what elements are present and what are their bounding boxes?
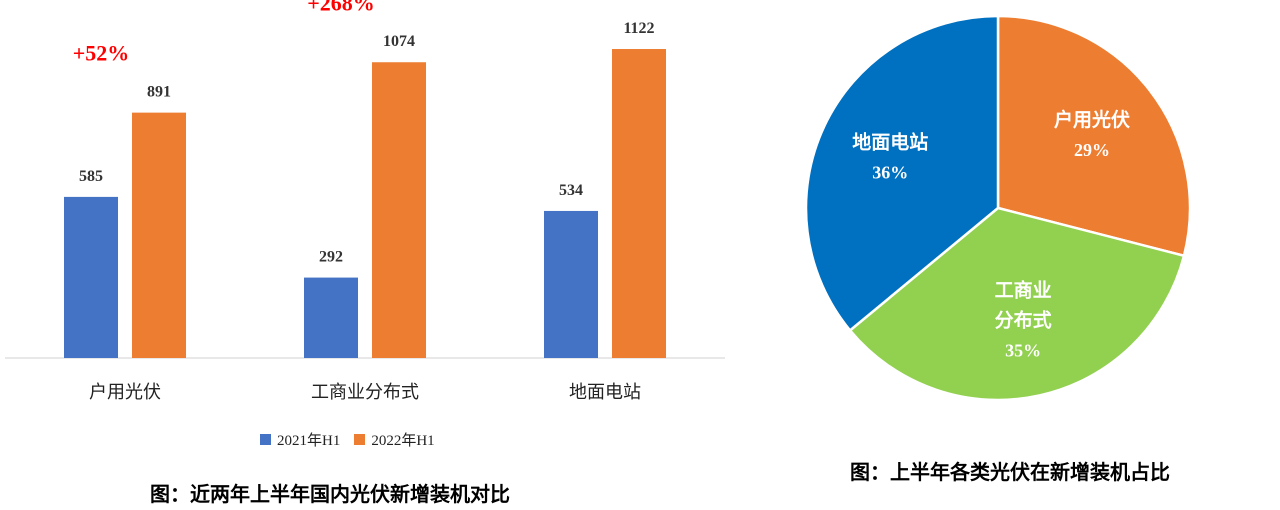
pie-slice-pct: 35%	[1005, 340, 1041, 360]
legend-swatch-2022	[354, 434, 366, 445]
bar-2021-0	[64, 196, 118, 358]
pie-slice-pct: 36%	[872, 162, 908, 182]
bar-value-label: 1122	[623, 20, 654, 37]
bar-value-label: 1074	[383, 33, 415, 50]
legend-item-2022: 2022年H1	[354, 429, 435, 450]
pie-slice-label: 分布式	[995, 308, 1052, 331]
pie-slice-1	[848, 206, 1186, 402]
pie-slice-0	[996, 14, 1192, 258]
bar-2022-1	[372, 62, 426, 358]
category-label: 工商业分布式	[311, 382, 419, 403]
pie-slice-label: 工商业	[995, 278, 1052, 301]
pie-slice-label: 户用光伏	[1054, 108, 1130, 131]
growth-label: +268%	[307, 0, 375, 15]
bar-legend: 2021年H1 2022年H1	[260, 429, 449, 450]
category-label: 户用光伏	[89, 382, 161, 403]
legend-item-2021: 2021年H1	[260, 429, 340, 450]
bar-value-label: 585	[79, 168, 103, 185]
bar-chart: 585 891 +52% 户用光伏 292 1074 +268% 工商业分布式 534 1122 +…	[5, 0, 725, 403]
bar-value-label: 292	[319, 249, 343, 266]
category-label: 地面电站	[569, 382, 641, 403]
bar-2022-2	[612, 49, 666, 358]
bar-2021-2	[544, 210, 598, 358]
growth-label: +110%	[548, 0, 614, 2]
bar-2021-1	[304, 277, 358, 358]
legend-label-2021: 2021年H1	[277, 433, 341, 449]
growth-label: +52%	[73, 41, 130, 66]
pie-slice-pct: 29%	[1074, 140, 1110, 160]
bar-value-label: 891	[147, 84, 171, 101]
pie-slice-label: 地面电站	[852, 130, 928, 153]
legend-swatch-2021	[260, 434, 271, 445]
bar-value-label: 534	[559, 182, 583, 199]
pie-chart-caption: 图：上半年各类光伏在新增装机占比	[850, 460, 1170, 484]
pie-slice-2	[804, 14, 1000, 333]
bar-chart-caption: 图：近两年上半年国内光伏新增装机对比	[150, 482, 510, 506]
pie-chart: 户用光伏 29% 工商业分布式 35% 地面电站 36%	[804, 14, 1192, 402]
bar-2022-0	[132, 112, 186, 358]
legend-label-2022: 2022年H1	[371, 433, 435, 449]
